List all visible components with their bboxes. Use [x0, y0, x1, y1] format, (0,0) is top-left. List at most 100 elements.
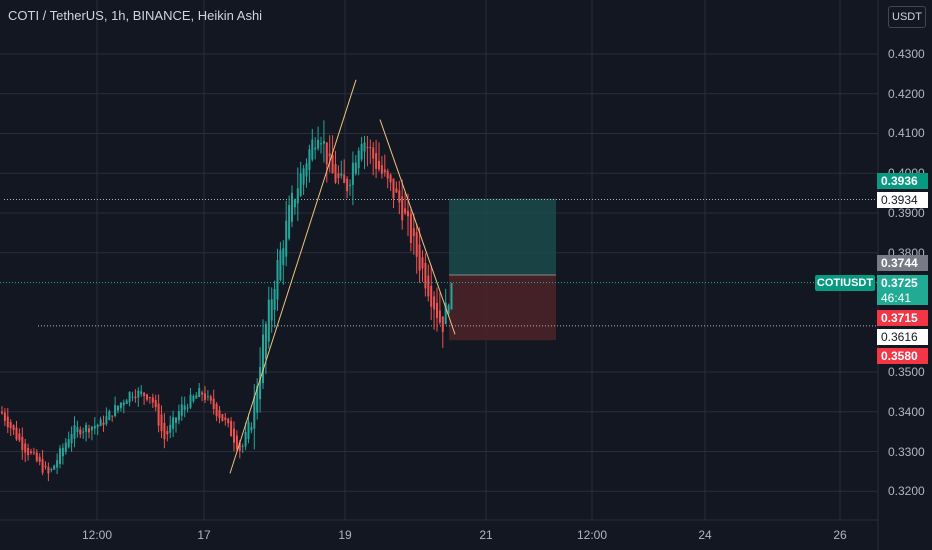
- candle-body: [250, 426, 253, 431]
- candle-body: [117, 405, 119, 411]
- candle-body: [337, 173, 340, 178]
- time-label: 12:00: [81, 528, 113, 542]
- price-label: 0.3400: [888, 405, 925, 419]
- candle-body: [244, 431, 247, 447]
- currency-button[interactable]: USDT: [888, 6, 926, 28]
- time-label: 12:00: [576, 528, 608, 542]
- candle-body: [354, 162, 357, 174]
- candle-body: [160, 414, 163, 432]
- candle-body: [38, 456, 41, 462]
- time-label: 17: [197, 528, 211, 542]
- candle-body: [427, 275, 430, 297]
- candle-body: [59, 448, 61, 464]
- candle-body: [398, 190, 401, 203]
- candle-body: [157, 403, 160, 426]
- line-price-tag: 0.3616: [877, 329, 928, 345]
- candle-body: [409, 213, 412, 244]
- candle-body: [363, 142, 366, 152]
- candle-body: [70, 434, 73, 444]
- candle-body: [96, 424, 99, 428]
- candle-body: [221, 414, 224, 421]
- symbol-tag: COTIUSDT: [815, 275, 875, 291]
- price-label: 0.3900: [888, 206, 925, 220]
- line-price-tag: 0.3934: [877, 192, 928, 208]
- candle-body: [85, 424, 88, 432]
- candle-body: [334, 164, 337, 183]
- candle-body: [380, 165, 383, 174]
- candle-body: [18, 433, 21, 441]
- candle-body: [418, 244, 421, 271]
- candle-body: [61, 447, 64, 457]
- candle-body: [299, 173, 302, 196]
- candle-body: [24, 443, 27, 453]
- candle-body: [404, 208, 407, 214]
- candle-body: [175, 417, 177, 423]
- candle-body: [6, 416, 9, 428]
- candle-body: [378, 160, 380, 170]
- candle-body: [12, 425, 15, 431]
- candle-body: [169, 424, 172, 433]
- candle-body: [128, 391, 131, 403]
- price-label: 0.4200: [888, 87, 925, 101]
- candle-body: [35, 452, 38, 461]
- candle-body: [192, 395, 195, 402]
- candle-body: [108, 411, 111, 420]
- candle-body: [247, 421, 250, 440]
- candle-body: [230, 421, 233, 437]
- candle-body: [67, 439, 70, 448]
- candle-body: [76, 427, 79, 433]
- candle-body: [233, 428, 235, 443]
- candle-body: [421, 257, 424, 269]
- price-label: 0.3300: [888, 445, 925, 459]
- candle-body: [119, 402, 122, 409]
- trendline: [229, 79, 357, 474]
- position-zones: [0, 198, 878, 341]
- candle-body: [212, 398, 215, 409]
- candle-body: [424, 262, 427, 289]
- candle-body: [1, 411, 3, 414]
- candle-body: [279, 250, 282, 280]
- candle-body: [131, 396, 134, 398]
- candle-body: [296, 188, 299, 204]
- candle-body: [166, 431, 169, 435]
- candle-body: [444, 302, 447, 325]
- candle-body: [395, 188, 398, 193]
- candle-body: [93, 425, 96, 429]
- candle-body: [389, 174, 392, 183]
- candle-body: [9, 421, 12, 429]
- candle-body: [311, 139, 314, 160]
- price-label: 0.4100: [888, 126, 925, 140]
- time-label: 19: [338, 528, 352, 542]
- candle-body: [320, 143, 322, 145]
- candle-body: [256, 385, 259, 413]
- candle-body: [189, 394, 192, 408]
- candle-body: [369, 147, 372, 149]
- candle-body: [450, 282, 453, 310]
- candle-body: [3, 412, 6, 421]
- symbol-title[interactable]: COTI / TetherUS, 1h, BINANCE, Heikin Ash…: [8, 8, 263, 23]
- candle-body: [314, 147, 317, 150]
- candle-body: [134, 396, 137, 399]
- candle-body: [224, 417, 227, 421]
- candle-body: [291, 192, 293, 222]
- time-label: 24: [698, 528, 712, 542]
- time-label: 26: [833, 528, 847, 542]
- candle-body: [137, 390, 140, 398]
- candle-body: [177, 411, 180, 421]
- stop-zone: [449, 275, 556, 341]
- candle-body: [401, 196, 404, 221]
- candle-body: [90, 426, 93, 431]
- candle-body: [209, 396, 212, 401]
- candle-body: [154, 400, 157, 408]
- candle-body: [262, 334, 264, 384]
- candle-body: [53, 465, 56, 470]
- candle-body: [360, 143, 363, 160]
- candle-body: [125, 400, 128, 404]
- candle-body: [111, 415, 114, 417]
- candle-body: [288, 204, 291, 239]
- candle-body: [163, 422, 166, 440]
- target-zone: [449, 198, 556, 276]
- candle-body: [41, 459, 44, 473]
- candle-body: [140, 391, 143, 395]
